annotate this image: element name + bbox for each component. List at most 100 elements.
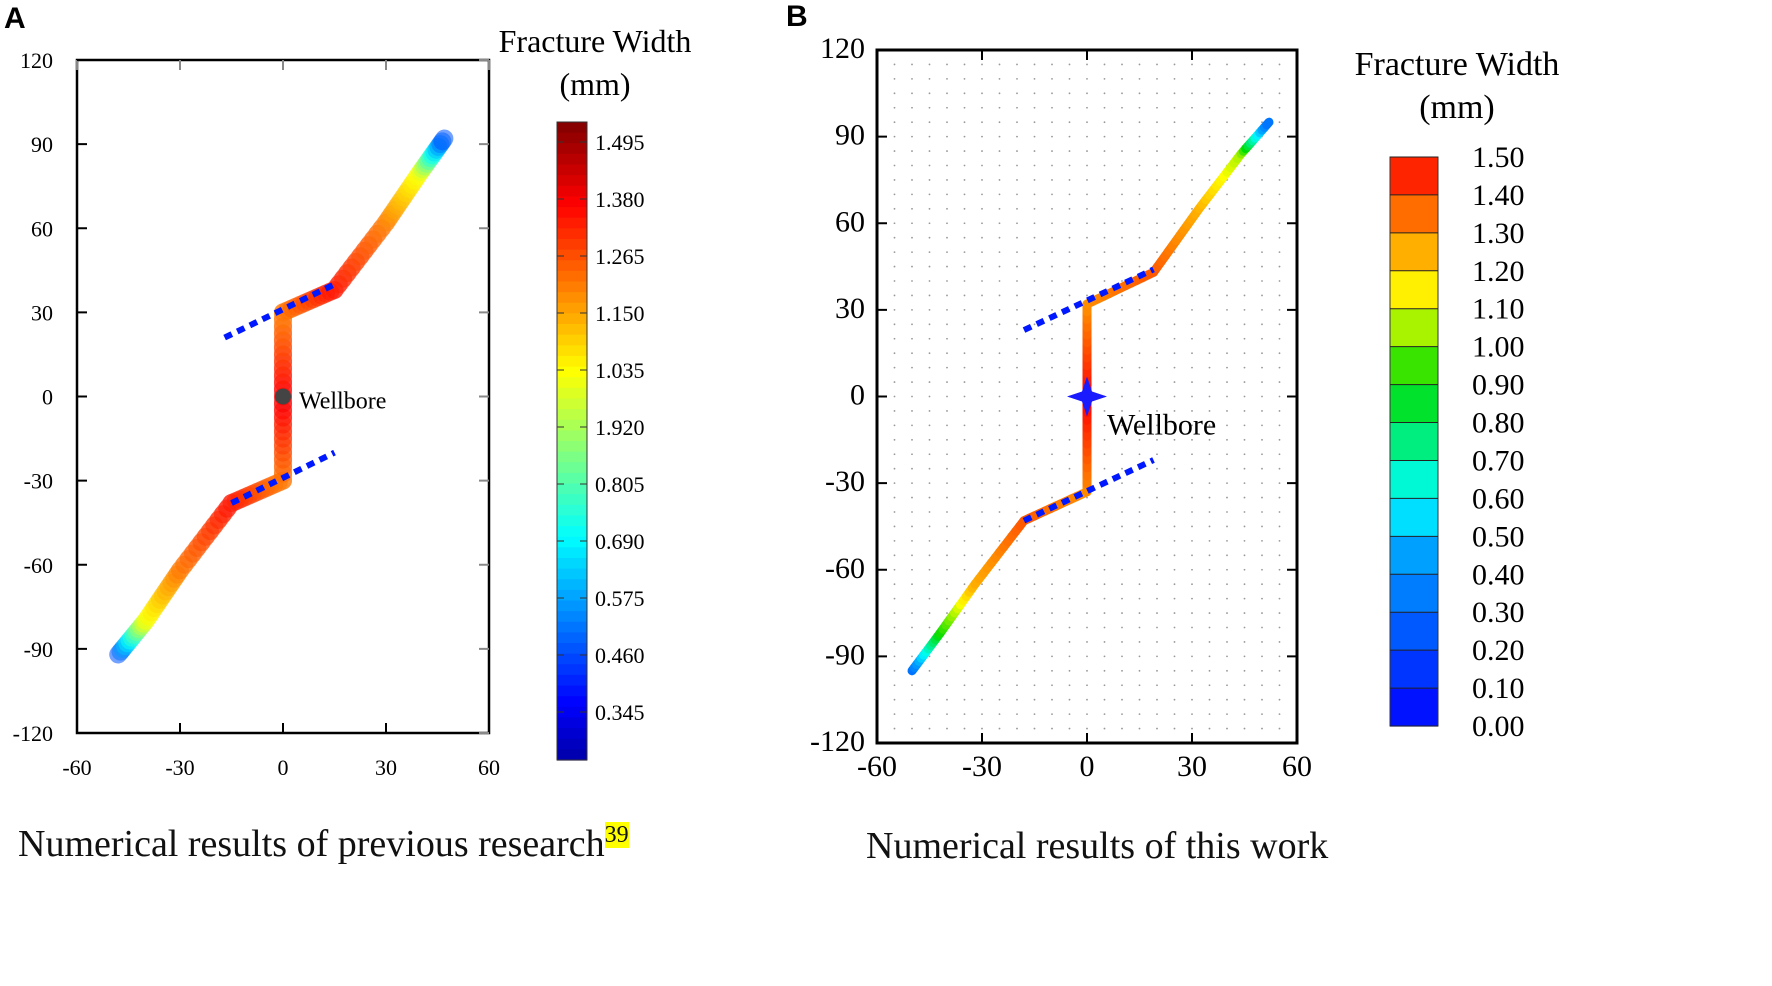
grid-dot [893, 698, 896, 701]
grid-dot [963, 395, 966, 398]
grid-dot [1278, 135, 1281, 138]
grid-dot [1156, 222, 1158, 225]
grid-dot [1138, 106, 1141, 109]
grid-dot [1103, 612, 1106, 614]
grid-dot [946, 77, 948, 80]
grid-dot [946, 453, 948, 456]
grid-dot [1156, 236, 1158, 239]
grid-dot [1208, 410, 1211, 412]
colorbar-tick-label: 1.265 [595, 244, 645, 269]
grid-dot [1208, 467, 1211, 470]
grid-dot [1016, 294, 1018, 297]
grid-dot [981, 554, 983, 557]
grid-dot [1278, 626, 1281, 629]
grid-dot [911, 164, 913, 167]
grid-dot [928, 106, 931, 109]
grid-dot [1226, 352, 1228, 355]
grid-dot [998, 92, 1001, 95]
grid-dot [1243, 337, 1246, 340]
grid-dot [1191, 655, 1193, 658]
grid-dot [1086, 222, 1088, 225]
grid-dot [946, 410, 948, 412]
grid-dot [981, 164, 983, 167]
grid-dot [1016, 77, 1018, 80]
grid-dot [963, 164, 966, 167]
wellbore-label: Wellbore [299, 389, 386, 415]
grid-dot [1243, 453, 1246, 456]
grid-dot [998, 482, 1001, 485]
grid-dot [1121, 92, 1123, 95]
colorbar-tick-label: 0.50 [1472, 520, 1525, 553]
grid-dot [1033, 684, 1036, 687]
grid-dot [928, 655, 931, 658]
grid-dot [1208, 626, 1211, 629]
grid-dot [1016, 381, 1018, 383]
grid-dot [1156, 150, 1158, 152]
grid-dot [1173, 337, 1176, 340]
grid-dot [1278, 222, 1281, 225]
grid-dot [1121, 424, 1123, 427]
grid-dot [1138, 655, 1141, 658]
grid-dot [1068, 193, 1071, 196]
grid-dot [1016, 612, 1018, 614]
caption-a-reference[interactable]: 39 [604, 822, 629, 849]
grid-dot [1226, 684, 1228, 687]
grid-dot [1208, 453, 1211, 456]
grid-dot [1278, 438, 1281, 441]
grid-dot [1191, 511, 1193, 513]
grid-dot [1278, 381, 1281, 383]
grid-dot [1138, 482, 1141, 485]
grid-dot [998, 626, 1001, 629]
caption-a: Numerical results of previous research39 [18, 822, 629, 866]
grid-dot [963, 92, 966, 95]
grid-dot [1278, 352, 1281, 355]
grid-dot [1226, 597, 1228, 600]
grid-dot [1068, 323, 1071, 326]
colorbar-tick-label: 0.575 [595, 586, 645, 611]
grid-dot [1278, 482, 1281, 485]
grid-dot [1103, 496, 1106, 499]
grid-dot [1226, 568, 1228, 571]
grid-dot [1051, 77, 1053, 80]
grid-dot [1121, 265, 1123, 268]
grid-dot [998, 467, 1001, 470]
grid-dot [1208, 655, 1211, 658]
grid-dot [1103, 438, 1106, 441]
grid-dot [1138, 222, 1141, 225]
colorbar-bin [557, 441, 587, 453]
grid-dot [1156, 482, 1158, 485]
grid-dot [1138, 135, 1141, 138]
grid-dot [946, 337, 948, 340]
grid-dot [1191, 63, 1193, 66]
grid-dot [1226, 669, 1228, 672]
grid-dot [1243, 438, 1246, 441]
grid-dot [981, 496, 983, 499]
grid-dot [1086, 669, 1088, 672]
grid-dot [946, 511, 948, 513]
grid-dot [1226, 222, 1228, 225]
grid-dot [1226, 626, 1228, 629]
grid-dot [1068, 641, 1071, 643]
grid-dot [998, 453, 1001, 456]
grid-dot [1016, 482, 1018, 485]
grid-dot [1051, 453, 1053, 456]
grid-dot [1068, 727, 1071, 730]
colorbar-tick-label: 1.035 [595, 358, 645, 383]
grid-dot [963, 453, 966, 456]
grid-dot [963, 77, 966, 80]
colorbar-bin [1390, 498, 1438, 537]
grid-dot [893, 77, 896, 80]
grid-dot [1103, 77, 1106, 80]
grid-dot [1121, 410, 1123, 412]
grid-dot [1208, 121, 1211, 124]
colorbar-bin [557, 249, 587, 261]
grid-dot [998, 106, 1001, 109]
grid-dot [1138, 669, 1141, 672]
grid-dot [928, 525, 931, 528]
colorbar-bin [1390, 308, 1438, 348]
grid-dot [1068, 612, 1071, 614]
grid-dot [1226, 641, 1228, 643]
grid-dot [1016, 92, 1018, 95]
grid-dot [928, 265, 931, 268]
grid-dot [946, 612, 948, 614]
